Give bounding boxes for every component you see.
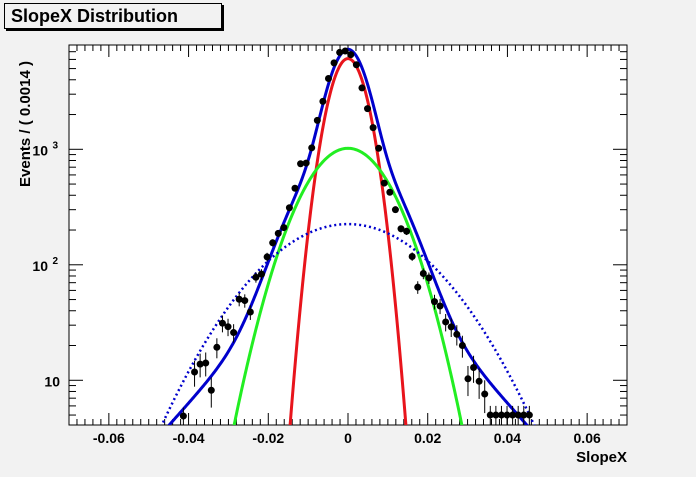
data-point — [324, 75, 332, 83]
data-point — [269, 239, 277, 247]
data-point — [447, 323, 455, 331]
y-tick-label: 10 — [32, 258, 48, 274]
data-point — [352, 61, 360, 69]
data-point — [397, 225, 405, 233]
data-point — [481, 390, 489, 398]
data-point — [308, 144, 316, 152]
data-point — [369, 124, 377, 132]
plot-frame — [68, 44, 628, 426]
data-point — [514, 411, 522, 419]
data-point — [486, 411, 494, 419]
data-point — [475, 377, 483, 385]
data-point — [252, 273, 260, 281]
data-point — [246, 308, 254, 316]
data-point — [425, 274, 433, 282]
data-point — [458, 342, 466, 350]
data-point — [207, 386, 215, 394]
data-point — [285, 204, 293, 212]
data-point — [403, 227, 411, 235]
data-point — [291, 184, 299, 192]
data-point — [497, 411, 505, 419]
x-tick-label: 0.04 — [494, 430, 521, 446]
y-tick-label: 10 — [32, 142, 48, 158]
data-point — [213, 343, 221, 351]
data-points — [179, 47, 533, 425]
data-point — [297, 160, 305, 168]
data-point — [408, 252, 416, 260]
data-point — [230, 329, 238, 337]
data-point — [179, 412, 187, 420]
data-point — [386, 188, 394, 196]
data-point — [313, 116, 321, 124]
y-axis-label: Events / ( 0.0014 ) — [17, 61, 34, 187]
data-point — [341, 47, 349, 55]
data-point — [358, 84, 366, 92]
data-point — [319, 97, 327, 105]
x-tick-label: -0.02 — [252, 430, 284, 446]
data-point — [196, 360, 204, 368]
y-tick-label-exponent: 2 — [52, 256, 58, 267]
data-point — [442, 318, 450, 326]
data-point — [470, 364, 478, 372]
medium-component-curve — [232, 146, 464, 425]
y-tick-label-exponent: 3 — [52, 140, 58, 151]
data-point — [453, 330, 461, 338]
x-axis-label: SlopeX — [576, 449, 627, 466]
data-point — [430, 298, 438, 306]
narrow-component-curve — [288, 57, 408, 425]
data-point — [241, 297, 249, 305]
data-point — [364, 105, 372, 113]
data-point — [520, 411, 528, 419]
data-point — [503, 411, 511, 419]
data-point — [464, 375, 472, 383]
data-point — [525, 411, 533, 419]
axes-group: -0.06 -0.04 -0.02 0 0.02 0.04 0.06 10 10 2 10 3 — [32, 44, 628, 446]
y-tick-label: 10 — [44, 373, 60, 389]
data-point — [263, 253, 271, 261]
data-point — [347, 51, 355, 59]
data-point — [380, 179, 388, 187]
data-point — [224, 323, 232, 331]
data-point — [391, 206, 399, 214]
x-tick-label: 0.06 — [574, 430, 601, 446]
data-point — [191, 368, 199, 376]
data-point — [375, 144, 383, 152]
data-point — [336, 48, 344, 56]
data-point — [509, 411, 517, 419]
data-point — [218, 319, 226, 327]
x-tick-label: 0 — [344, 430, 352, 446]
data-point — [436, 302, 444, 310]
x-tick-label: -0.06 — [93, 430, 125, 446]
data-point — [330, 59, 338, 67]
data-point — [274, 229, 282, 237]
chart-title: SlopeX Distribution — [4, 3, 222, 29]
x-tick-label: 0.02 — [414, 430, 441, 446]
data-point — [258, 270, 266, 278]
data-point — [492, 411, 500, 419]
data-point — [202, 359, 210, 367]
data-point — [280, 224, 288, 232]
data-point — [235, 295, 243, 303]
data-point — [302, 159, 310, 167]
x-tick-label: -0.04 — [173, 430, 205, 446]
data-point — [414, 283, 422, 291]
data-point — [419, 270, 427, 278]
